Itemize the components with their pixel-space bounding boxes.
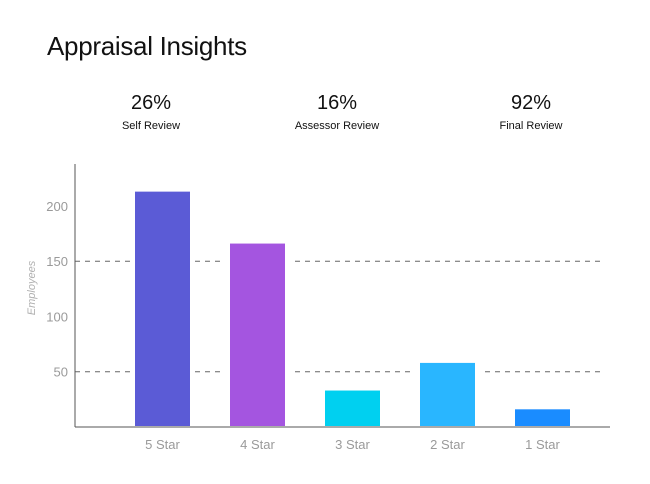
kpi-self-review-value: 26% (130, 92, 172, 114)
bar-layer (130, 191, 575, 426)
bar-1-star (515, 409, 570, 426)
kpi-self-review-label: Self Review (121, 120, 181, 132)
x-tick-label-2-star: 2 Star (430, 437, 465, 452)
x-tick-label-1-star: 1 Star (525, 437, 560, 452)
x-tick-label-5-star: 5 Star (145, 437, 180, 452)
kpi-final-review: 92% Final Review (461, 90, 601, 134)
bar-4-star (230, 243, 285, 426)
kpi-assessor-review-label: Assessor Review (294, 120, 380, 132)
y-tick-label-50: 50 (54, 365, 68, 380)
kpi-assessor-review-value: 16% (316, 92, 358, 114)
x-tick-label-4-star: 4 Star (240, 437, 275, 452)
y-axis-title: Employees (26, 260, 38, 315)
axis-layer: 50 100 150 200 5 Star 4 Star 3 Star 2 Star 1 Sta… (46, 164, 610, 452)
kpi-self-review: 26% Self Review (81, 90, 221, 134)
y-tick-label-200: 200 (46, 199, 68, 214)
kpi-final-review-label: Final Review (499, 120, 563, 132)
page-title: Appraisal Insights (47, 31, 247, 61)
grid-layer (75, 260, 600, 373)
bar-2-star (420, 362, 475, 426)
kpi-assessor-review: 16% Assessor Review (267, 90, 407, 134)
y-tick-label-100: 100 (46, 309, 68, 324)
y-tick-label-150: 150 (46, 254, 68, 269)
bar-3-star (325, 390, 380, 426)
x-tick-label-3-star: 3 Star (335, 437, 370, 452)
kpi-final-review-value: 92% (510, 92, 552, 114)
bar-5-star (135, 191, 190, 426)
